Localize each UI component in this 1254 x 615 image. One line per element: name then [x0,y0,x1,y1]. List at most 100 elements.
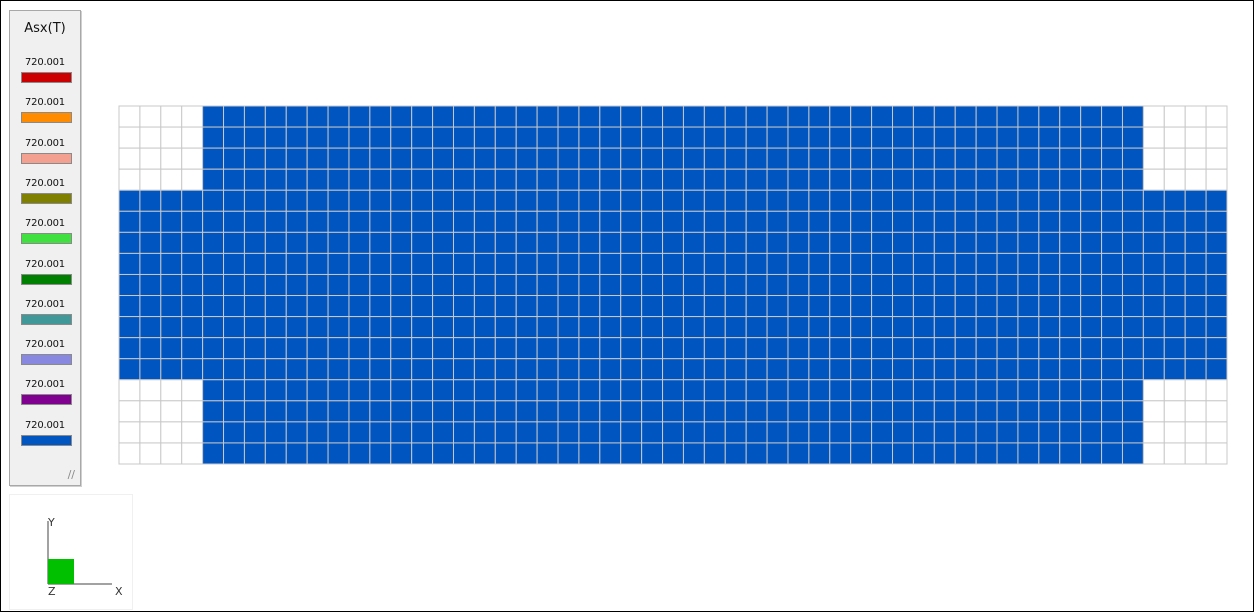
mesh-cell-filled[interactable] [641,337,664,360]
mesh-cell-empty[interactable] [1142,379,1165,402]
mesh-cell-filled[interactable] [996,316,1019,339]
mesh-cell-filled[interactable] [871,126,894,149]
mesh-cell-filled[interactable] [432,189,454,212]
mesh-cell-filled[interactable] [996,379,1019,402]
mesh-cell-filled[interactable] [745,273,768,297]
mesh-cell-filled[interactable] [829,421,852,444]
mesh-cell-filled[interactable] [724,379,747,402]
mesh-cell-filled[interactable] [975,273,998,297]
mesh-cell-filled[interactable] [1101,147,1123,170]
mesh-cell-filled[interactable] [264,147,287,170]
mesh-cell-filled[interactable] [578,337,601,360]
mesh-cell-filled[interactable] [850,358,873,381]
mesh-cell-filled[interactable] [703,105,726,128]
mesh-cell-filled[interactable] [1101,168,1123,191]
mesh-cell-filled[interactable] [118,273,141,297]
mesh-cell-filled[interactable] [682,295,705,318]
mesh-cell-filled[interactable] [369,168,392,191]
mesh-cell-filled[interactable] [996,358,1019,381]
mesh-cell-filled[interactable] [1059,295,1082,318]
mesh-cell-filled[interactable] [954,105,977,128]
mesh-cell-filled[interactable] [243,231,266,254]
mesh-cell-empty[interactable] [1184,105,1207,128]
mesh-cell-filled[interactable] [912,168,935,191]
mesh-cell-filled[interactable] [202,421,225,444]
mesh-cell-filled[interactable] [1121,421,1144,444]
mesh-cell-filled[interactable] [599,168,622,191]
mesh-cell-filled[interactable] [473,168,496,191]
mesh-cell-filled[interactable] [620,231,643,254]
mesh-cell-filled[interactable] [724,105,747,128]
mesh-cell-filled[interactable] [620,168,643,191]
mesh-cell-filled[interactable] [808,379,831,402]
mesh-cell-filled[interactable] [975,316,998,339]
mesh-cell-filled[interactable] [954,231,977,254]
mesh-cell-filled[interactable] [682,358,705,381]
mesh-cell-filled[interactable] [641,231,664,254]
mesh-cell-filled[interactable] [306,147,329,170]
mesh-cell-filled[interactable] [348,147,371,170]
mesh-cell-filled[interactable] [536,210,559,233]
mesh-cell-filled[interactable] [599,442,622,465]
mesh-cell-filled[interactable] [620,358,643,381]
mesh-cell-filled[interactable] [390,126,413,149]
mesh-cell-filled[interactable] [452,400,475,423]
mesh-cell-filled[interactable] [348,295,371,318]
mesh-cell-filled[interactable] [536,105,559,128]
mesh-cell-filled[interactable] [787,316,810,339]
mesh-cell-filled[interactable] [1017,210,1040,233]
mesh-cell-filled[interactable] [912,231,935,254]
mesh-cell-filled[interactable] [327,126,350,149]
mesh-cell-filled[interactable] [452,252,475,275]
mesh-cell-filled[interactable] [766,316,789,339]
mesh-cell-empty[interactable] [1184,421,1207,444]
mesh-cell-filled[interactable] [1059,358,1082,381]
mesh-cell-filled[interactable] [641,189,664,212]
mesh-cell-filled[interactable] [432,231,454,254]
mesh-cell-empty[interactable] [181,400,204,423]
mesh-cell-filled[interactable] [118,210,141,233]
mesh-cell-filled[interactable] [1163,210,1186,233]
mesh-cell-filled[interactable] [829,400,852,423]
mesh-cell-filled[interactable] [1017,316,1040,339]
mesh-cell-filled[interactable] [578,189,601,212]
mesh-cell-filled[interactable] [829,273,852,297]
mesh-cell-filled[interactable] [829,295,852,318]
mesh-cell-filled[interactable] [954,400,977,423]
mesh-cell-filled[interactable] [494,168,517,191]
mesh-cell-filled[interactable] [557,168,580,191]
mesh-cell-filled[interactable] [1080,379,1103,402]
mesh-cell-filled[interactable] [536,316,559,339]
mesh-cell-filled[interactable] [223,316,245,339]
mesh-cell-filled[interactable] [390,105,413,128]
mesh-cell-filled[interactable] [452,379,475,402]
mesh-cell-filled[interactable] [766,337,789,360]
mesh-cell-filled[interactable] [243,421,266,444]
mesh-cell-filled[interactable] [1142,316,1165,339]
mesh-cell-filled[interactable] [850,105,873,128]
mesh-cell-filled[interactable] [1101,189,1123,212]
mesh-cell-filled[interactable] [954,126,977,149]
mesh-cell-filled[interactable] [892,252,914,275]
mesh-cell-filled[interactable] [682,273,705,297]
mesh-cell-filled[interactable] [682,379,705,402]
mesh-cell-filled[interactable] [243,337,266,360]
mesh-cell-filled[interactable] [578,147,601,170]
mesh-cell-filled[interactable] [599,147,622,170]
mesh-cell-filled[interactable] [243,316,266,339]
mesh-cell-empty[interactable] [1205,421,1228,444]
mesh-cell-filled[interactable] [285,421,308,444]
mesh-cell-filled[interactable] [933,210,956,233]
mesh-cell-filled[interactable] [473,379,496,402]
mesh-cell-filled[interactable] [411,252,434,275]
mesh-cell-filled[interactable] [996,337,1019,360]
mesh-cell-filled[interactable] [264,273,287,297]
mesh-cell-filled[interactable] [411,189,434,212]
mesh-cell-filled[interactable] [892,189,914,212]
mesh-cell-filled[interactable] [1017,273,1040,297]
mesh-cell-filled[interactable] [871,379,894,402]
mesh-cell-filled[interactable] [766,105,789,128]
mesh-cell-filled[interactable] [578,252,601,275]
mesh-cell-filled[interactable] [285,210,308,233]
mesh-cell-filled[interactable] [808,400,831,423]
